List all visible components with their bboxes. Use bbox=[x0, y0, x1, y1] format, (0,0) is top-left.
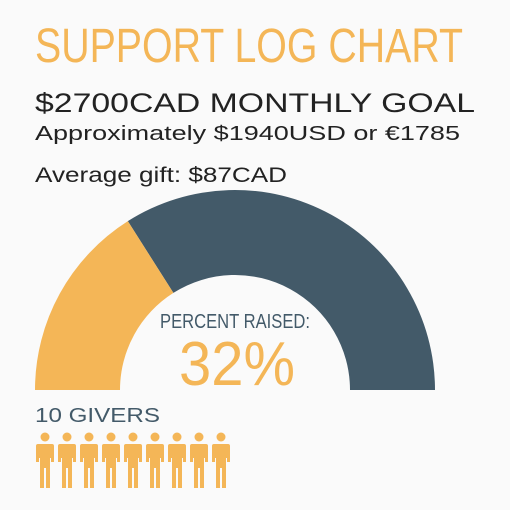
gauge-value bbox=[35, 221, 174, 390]
value-label: 32% bbox=[179, 330, 295, 399]
subtitle: Approximately $1940USD or €1785 bbox=[35, 123, 460, 145]
value-title: PERCENT RAISED: bbox=[160, 311, 310, 333]
gauge bbox=[35, 189, 435, 390]
gauge-track bbox=[127, 189, 435, 390]
annotation: 10 GIVERS bbox=[35, 405, 160, 427]
subtitle: $2700CAD MONTHLY GOAL bbox=[35, 88, 475, 118]
title: SUPPORT LOG CHART bbox=[35, 20, 463, 73]
annotation: Average gift: $87CAD bbox=[35, 164, 287, 187]
